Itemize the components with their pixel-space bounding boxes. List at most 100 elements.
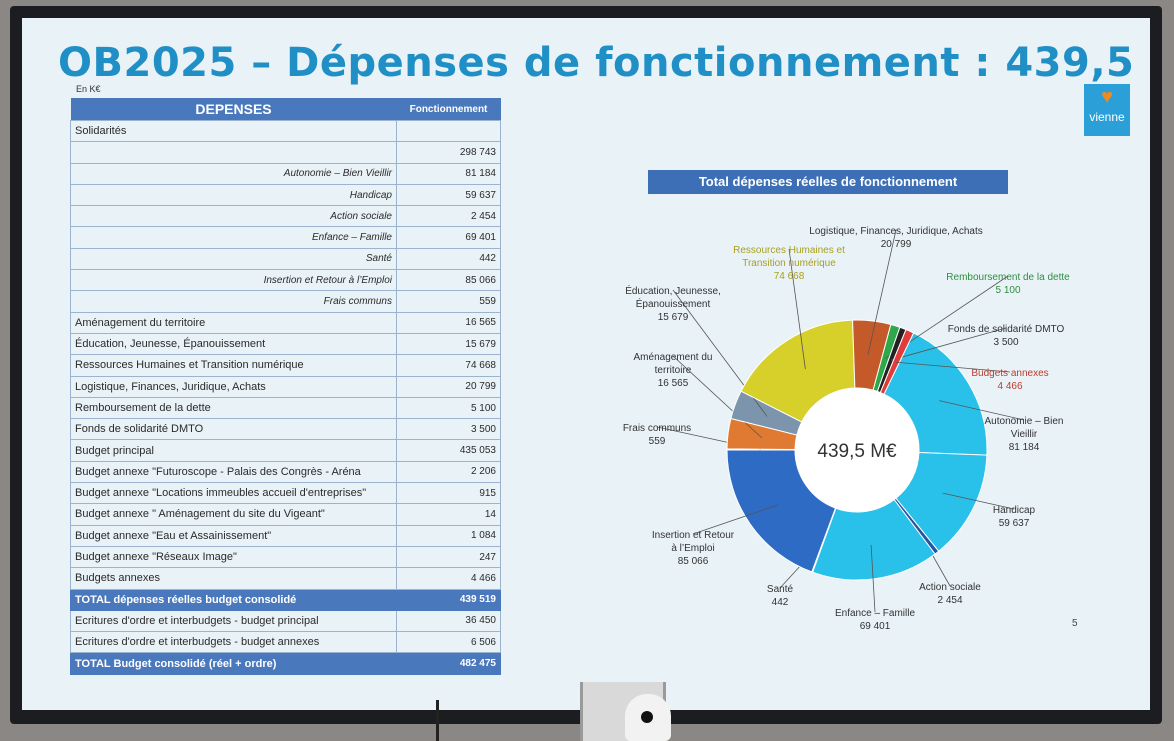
table-row: Ecritures d'ordre et interbudgets - budg… (70, 609, 501, 633)
table-row: Solidarités (70, 119, 501, 143)
slice-label-line: Frais communs (623, 423, 691, 434)
row-label: TOTAL dépenses réelles budget consolidé (70, 588, 397, 611)
leader-line-0 (939, 400, 1025, 421)
heart-icon: ♥ (1101, 86, 1113, 108)
camera-lens (641, 711, 653, 723)
slice-label-line: Aménagement du (634, 352, 713, 363)
row-value: 915 (396, 482, 501, 505)
row-label (70, 141, 397, 164)
table-row: Autonomie – Bien Vieillir 81 184 (70, 162, 501, 185)
row-value (396, 119, 501, 143)
slice-value-label: 3 500 (993, 337, 1018, 348)
table-row: TOTAL Budget consolidé (réel + ordre) 482… (70, 652, 501, 675)
slice-label-3: Enfance – Famille 69 401 (835, 608, 915, 632)
slice-label-13: Budgets annexes 4 466 (971, 368, 1048, 392)
slice-label-0: Autonomie – Bien Vieillir 81 184 (985, 416, 1064, 453)
row-value: 14 (396, 503, 501, 526)
row-label: Handicap (70, 183, 397, 207)
row-label: Ecritures d'ordre et interbudgets - budg… (70, 631, 397, 654)
row-label: Santé (70, 247, 397, 271)
page-number: 5 (1072, 618, 1078, 629)
slice-value-label: 4 466 (997, 381, 1022, 392)
row-value: 5 100 (396, 396, 501, 420)
row-value: 2 454 (396, 205, 501, 228)
row-label: Action sociale (70, 205, 397, 228)
slice-label-10: Logistique, Finances, Juridique, Achats 2… (809, 226, 982, 250)
slice-label-line: Santé (767, 584, 794, 595)
cable (436, 700, 439, 741)
slice-value-label: 15 679 (658, 312, 689, 323)
slice-value-label: 85 066 (678, 556, 709, 567)
slice-label-line: Fonds de solidarité DMTO (948, 324, 1065, 335)
leader-line-5 (692, 504, 779, 535)
leader-line-3 (870, 544, 876, 613)
row-label: Budget annexe "Locations immeubles accue… (70, 482, 397, 505)
row-value: 15 679 (396, 332, 501, 356)
row-label: Budgets annexes (70, 567, 397, 590)
chart-title: Total dépenses réelles de fonctionnement (648, 170, 1008, 194)
row-value: 1 084 (396, 524, 501, 547)
slice-value-label: 20 799 (881, 239, 912, 250)
slice-label-line: à l’Emploi (671, 543, 714, 554)
row-label: Ressources Humaines et Transition numéri… (70, 354, 397, 377)
slice-label-line: Action sociale (919, 582, 981, 593)
slice-label-line: Vieillir (1011, 429, 1038, 440)
unit-label: En K€ (76, 84, 101, 94)
leader-line-12 (890, 327, 1007, 361)
table-row: Logistique, Finances, Juridique, Achats 2… (70, 375, 501, 398)
row-value: 247 (396, 545, 501, 569)
table-row: Fonds de solidarité DMTO 3 500 (70, 418, 501, 441)
row-value: 74 668 (396, 354, 501, 377)
table-row: Budget annexe "Locations immeubles accue… (70, 482, 501, 505)
row-label: Insertion et Retour à l’Emploi (70, 269, 397, 292)
slice-value-label: 559 (649, 436, 666, 447)
table-row: Budget annexe " Aménagement du site du V… (70, 503, 501, 526)
webcam (625, 694, 671, 741)
leader-line-13 (895, 361, 1011, 373)
slide-title: OB2025 – Dépenses de fonctionnement : 43… (58, 40, 1150, 86)
donut-hole (795, 388, 919, 512)
row-label: Remboursement de la dette (70, 396, 397, 420)
table-header-depenses: DEPENSES (70, 98, 397, 121)
slice-label-6: Frais communs 559 (623, 423, 691, 447)
slice-label-line: Autonomie – Bien (985, 416, 1064, 427)
slice-value-label: 442 (772, 597, 789, 608)
row-label: Ecritures d'ordre et interbudgets - budg… (70, 609, 397, 633)
slice-label-line: Insertion et Retour (652, 530, 735, 541)
slice-label-11: Remboursement de la dette 5 100 (946, 272, 1070, 296)
slice-label-8: Éducation, Jeunesse, Épanouissement 15 679 (625, 284, 721, 323)
row-value: 16 565 (396, 311, 501, 334)
row-value: 435 053 (396, 439, 501, 462)
row-value: 482 475 (396, 652, 501, 675)
table-header-fonctionnement: Fonctionnement (396, 98, 501, 121)
row-label: Autonomie – Bien Vieillir (70, 162, 397, 185)
table-row: Frais communs 559 (70, 290, 501, 313)
slice-label-line: Logistique, Finances, Juridique, Achats (809, 226, 982, 237)
row-label: Budget annexe " Aménagement du site du V… (70, 503, 397, 526)
row-value: 6 506 (396, 631, 501, 654)
row-label: Logistique, Finances, Juridique, Achats (70, 375, 397, 398)
slice-label-line: Handicap (993, 505, 1036, 516)
slice-label-5: Insertion et Retour à l’Emploi 85 066 (652, 530, 735, 567)
slide: OB2025 – Dépenses de fonctionnement : 43… (22, 18, 1150, 710)
table-row: Aménagement du territoire 16 565 (70, 311, 501, 334)
table-row: Éducation, Jeunesse, Épanouissement 15 67… (70, 332, 501, 356)
leader-line-9 (788, 248, 806, 370)
slice-label-7: Aménagement du territoire 16 565 (634, 352, 713, 389)
slice-label-line: Transition numérique (742, 258, 836, 269)
slice-label-line: territoire (655, 365, 692, 376)
table-row: Budget principal 435 053 (70, 439, 501, 462)
table-row: 298 743 (70, 141, 501, 164)
slice-value-label: 74 668 (774, 271, 805, 282)
slice-label-2: Action sociale 2 454 (919, 582, 981, 606)
row-label: Budget principal (70, 439, 397, 462)
slice-label-9: Ressources Humaines et Transition numériq… (733, 245, 845, 282)
row-label: Solidarités (70, 119, 397, 143)
vienne-logo: ♥ vienne (1084, 84, 1130, 136)
slice-label-1: Handicap 59 637 (993, 505, 1036, 529)
row-value: 69 401 (396, 226, 501, 249)
table-row: Handicap 59 637 (70, 183, 501, 207)
row-label: Frais communs (70, 290, 397, 313)
row-label: Fonds de solidarité DMTO (70, 418, 397, 441)
row-value: 59 637 (396, 183, 501, 207)
